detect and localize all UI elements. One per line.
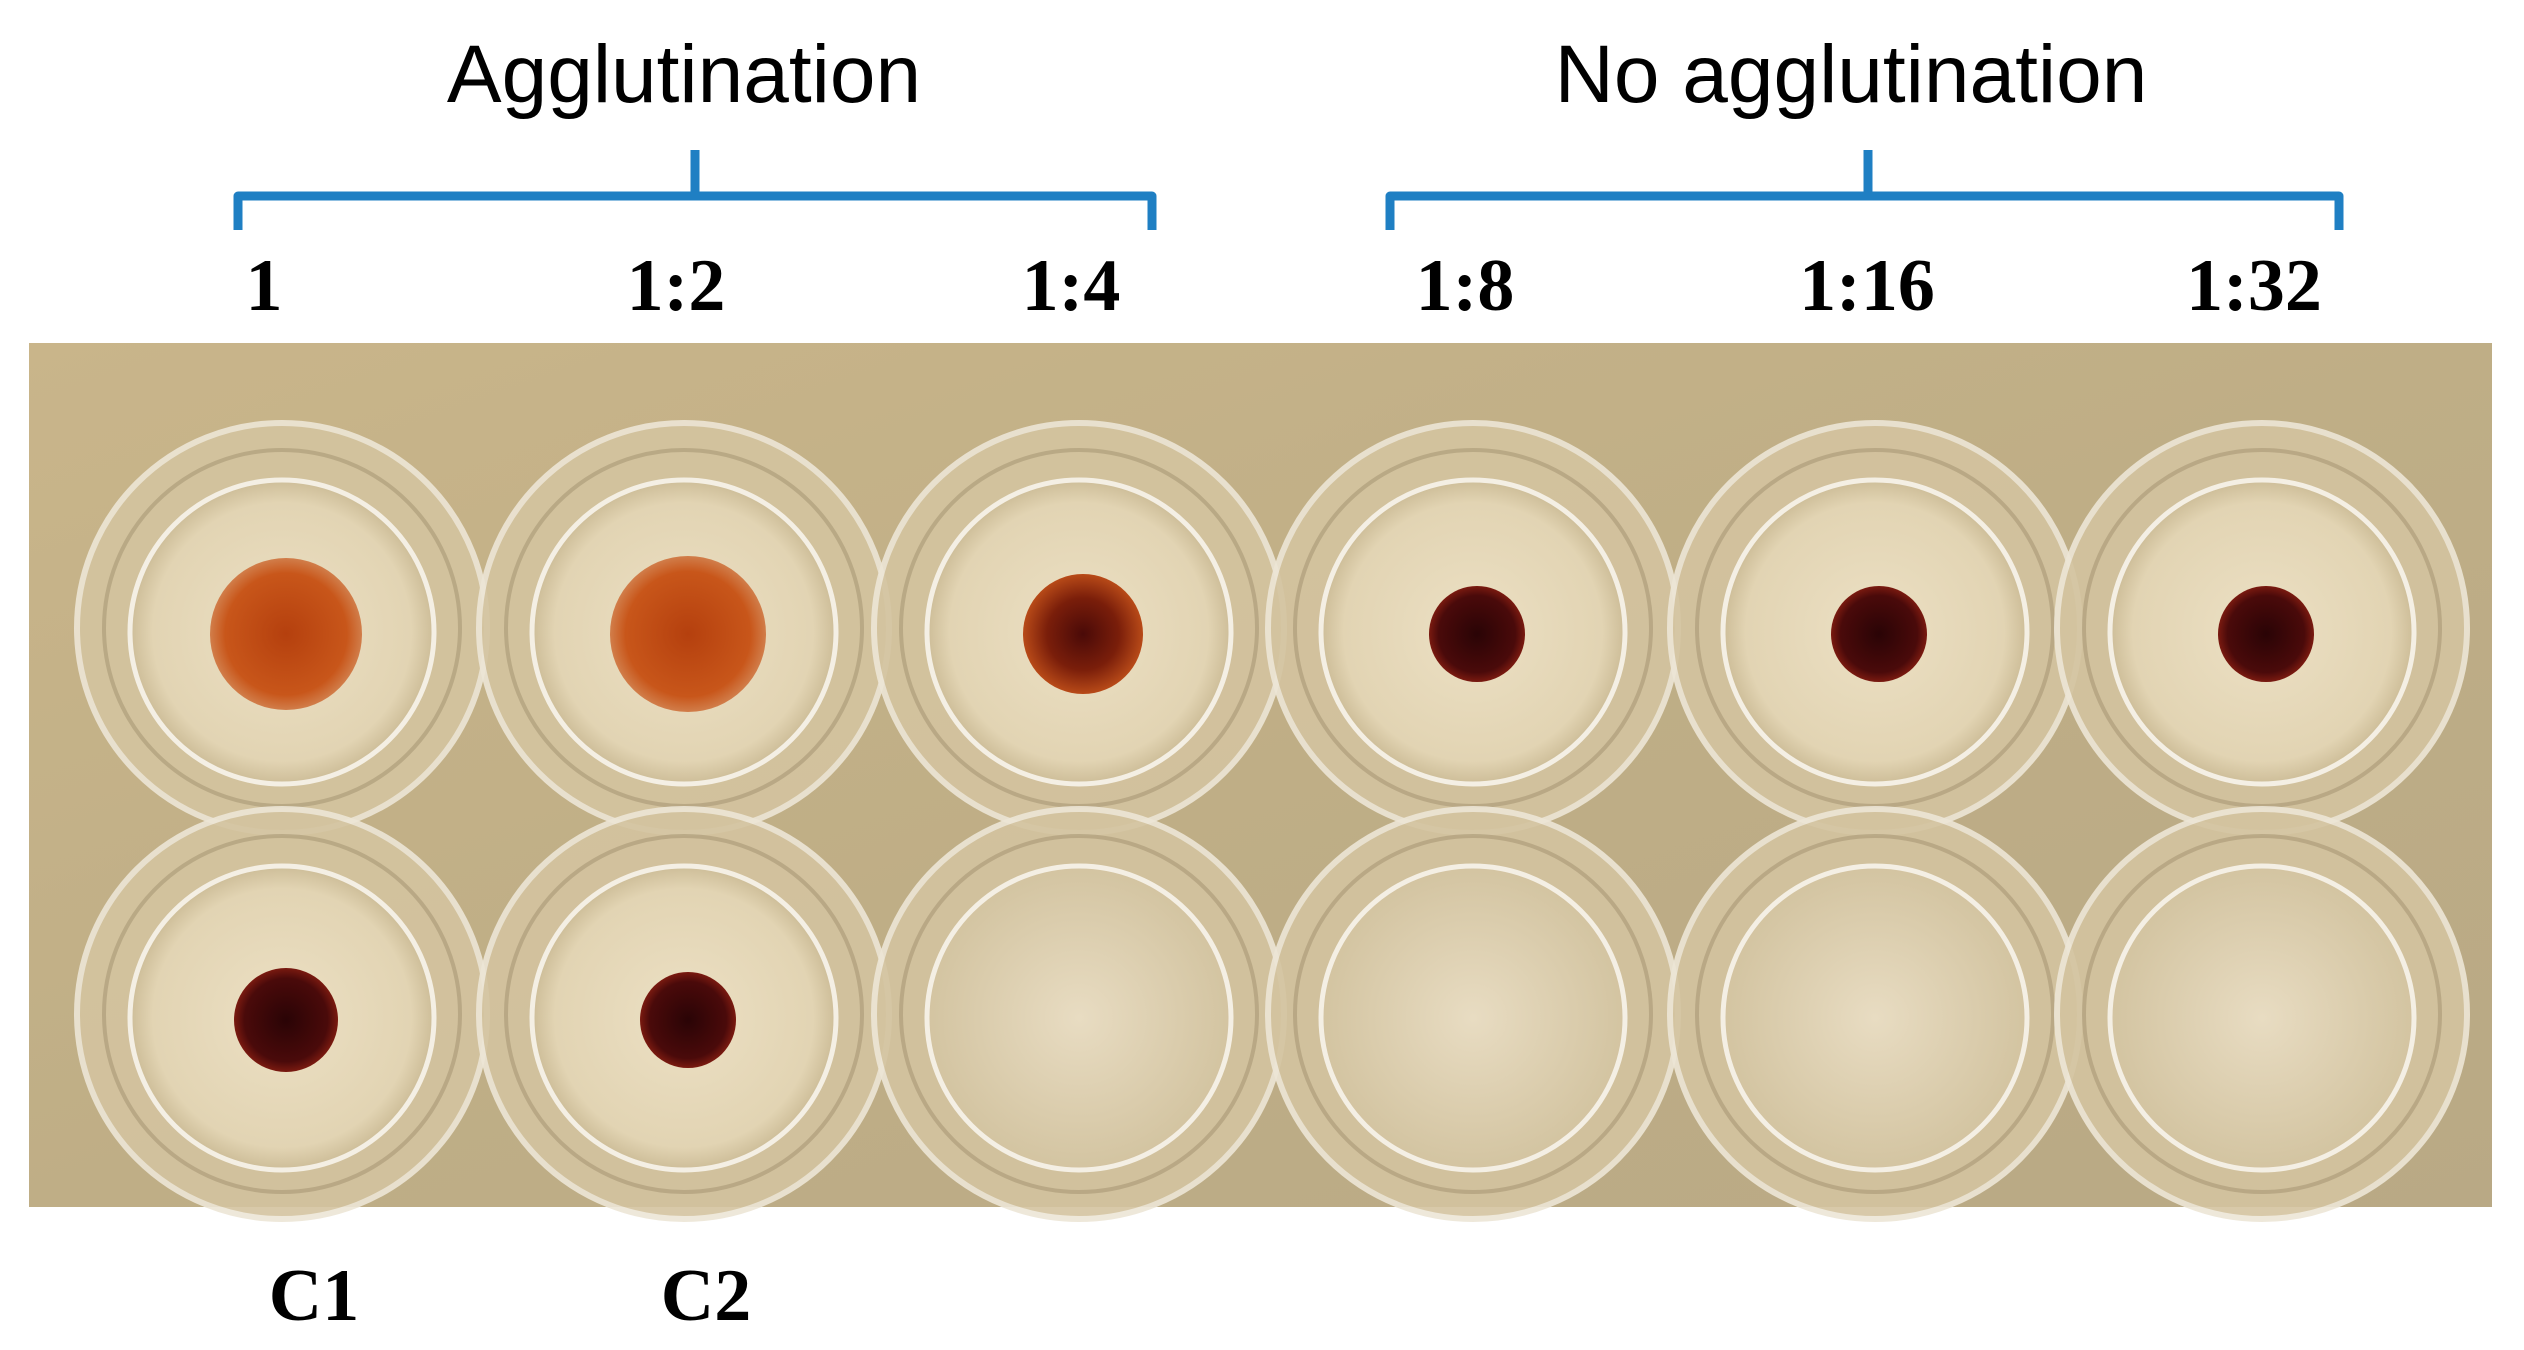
dilution-label: 1:8 [1416, 245, 1515, 327]
blood-spot [1429, 586, 1525, 682]
well-rim [1293, 834, 1653, 1194]
blood-spot [2218, 586, 2314, 682]
well [2107, 863, 2417, 1173]
group-label: Agglutination [447, 29, 921, 120]
blood-spot [1831, 586, 1927, 682]
well-rim [899, 834, 1259, 1194]
well [924, 863, 1234, 1173]
dilution-label: 1:4 [1022, 245, 1121, 327]
well [1720, 863, 2030, 1173]
control-label: C2 [661, 1255, 751, 1337]
labels: 1 1:2 1:4 1:8 1:16 1:32 C1 C2 [246, 245, 2322, 1337]
blood-spot [610, 556, 766, 712]
blood-spot [210, 558, 362, 710]
bracket [233, 150, 1157, 230]
dilution-label: 1:32 [2186, 245, 2322, 327]
dilution-label: 1:2 [627, 245, 726, 327]
blood-spot [234, 968, 338, 1072]
control-label: C1 [269, 1255, 359, 1337]
well-rim [1695, 834, 2055, 1194]
wells [74, 420, 2470, 1222]
well [1318, 863, 1628, 1173]
blood-spot [640, 972, 736, 1068]
well-rim [2082, 834, 2442, 1194]
blood-spot [1023, 574, 1143, 694]
bracket [1385, 150, 2344, 230]
well-rim [504, 834, 864, 1194]
dilution-label: 1 [246, 245, 283, 327]
dilution-label: 1:16 [1799, 245, 1935, 327]
group-label: No agglutination [1555, 29, 2148, 120]
well-rim [102, 834, 462, 1194]
